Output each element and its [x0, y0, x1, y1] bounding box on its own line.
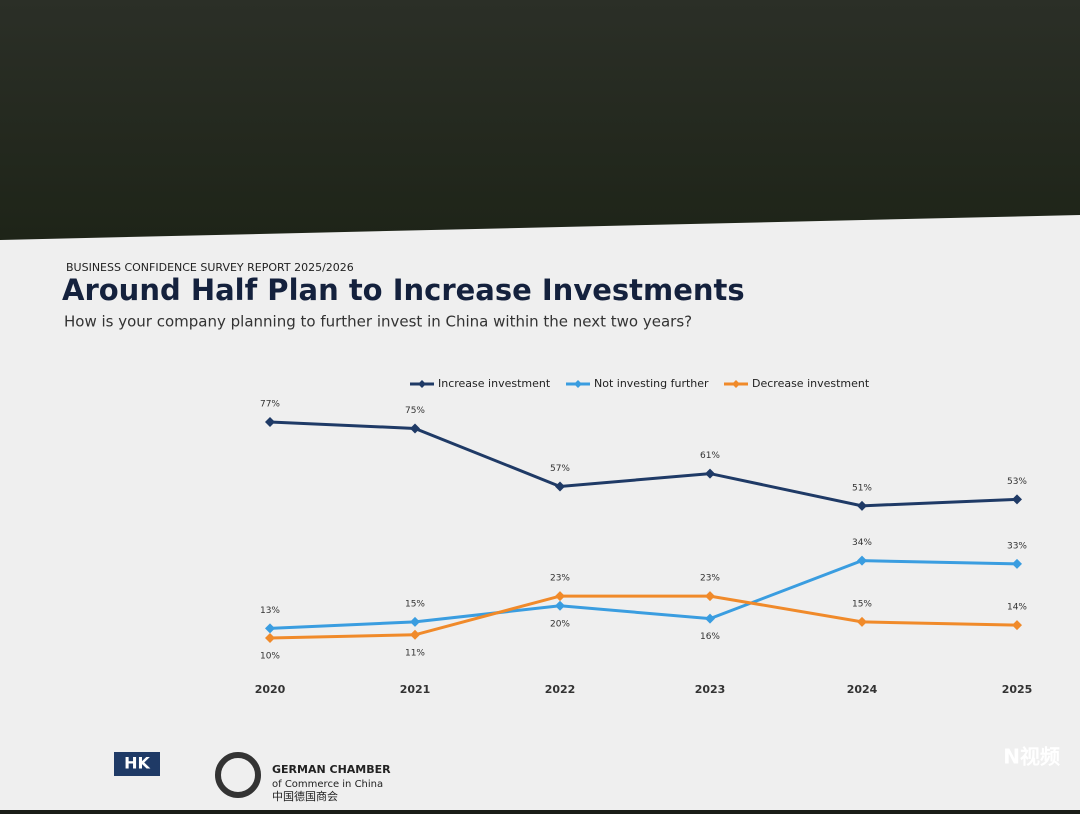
point — [1012, 494, 1022, 505]
data-label: 15% — [852, 599, 872, 609]
data-label: 53% — [1007, 477, 1027, 487]
point — [1012, 620, 1022, 631]
point — [705, 468, 715, 479]
legend-marker — [732, 380, 740, 388]
org-name: 中国德国商会 — [272, 789, 338, 803]
point — [265, 633, 275, 643]
data-label: 33% — [1007, 541, 1027, 551]
point — [857, 616, 867, 627]
point — [265, 623, 275, 634]
legend-marker — [418, 380, 426, 388]
x-tick-label: 2020 — [255, 683, 286, 696]
data-label: 75% — [405, 406, 425, 416]
legend-label: Increase investment — [438, 377, 551, 390]
point — [555, 591, 565, 602]
x-tick-label: 2025 — [1002, 683, 1033, 696]
data-label: 57% — [550, 464, 570, 474]
point — [410, 423, 420, 434]
point — [857, 555, 867, 566]
data-label: 77% — [260, 400, 280, 410]
logo — [215, 752, 261, 798]
badge-bg — [114, 752, 160, 776]
data-label: 13% — [260, 606, 280, 616]
data-label: 23% — [550, 574, 570, 584]
subtitle: How is your company planning to further … — [64, 313, 692, 331]
point — [555, 600, 565, 611]
slide — [0, 215, 1080, 810]
data-label: 14% — [1007, 603, 1027, 613]
x-tick-label: 2024 — [847, 683, 878, 696]
series-line — [269, 420, 1018, 508]
data-label: 51% — [852, 483, 872, 493]
org-name: of Commerce in China — [272, 779, 383, 790]
data-label: 16% — [700, 632, 720, 642]
x-tick-label: 2023 — [695, 683, 726, 696]
x-tick-label: 2021 — [400, 683, 431, 696]
data-label: 61% — [700, 451, 720, 461]
point — [410, 629, 420, 640]
data-label: 23% — [700, 574, 720, 584]
series-line — [269, 594, 1018, 640]
badge: HK — [124, 754, 150, 773]
point — [705, 613, 715, 624]
data-label: 20% — [550, 619, 570, 629]
point — [705, 591, 715, 602]
legend-marker — [574, 380, 582, 388]
legend-label: Not investing further — [594, 377, 709, 390]
point — [410, 616, 420, 627]
point — [1012, 558, 1022, 569]
data-label: 15% — [405, 599, 425, 609]
series-line — [269, 559, 1018, 630]
watermark: N视频 — [1003, 745, 1060, 769]
point — [857, 500, 867, 511]
chart-title: Around Half Plan to Increase Investments — [62, 273, 745, 307]
legend-label: Decrease investment — [752, 377, 870, 390]
supertitle: BUSINESS CONFIDENCE SURVEY REPORT 2025/2… — [66, 261, 354, 274]
data-label: 11% — [405, 648, 425, 658]
x-tick-label: 2022 — [545, 683, 576, 696]
point — [555, 481, 565, 492]
background — [0, 0, 1080, 240]
point — [265, 417, 275, 427]
data-label: 10% — [260, 652, 280, 662]
org-name: GERMAN CHAMBER — [272, 763, 391, 776]
data-label: 34% — [852, 538, 872, 548]
